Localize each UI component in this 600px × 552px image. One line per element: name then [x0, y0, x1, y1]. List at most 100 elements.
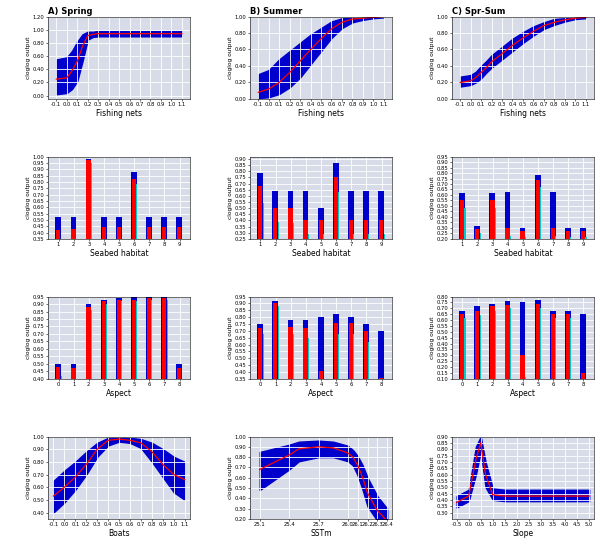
Bar: [536, 179, 540, 239]
Bar: [91, 163, 92, 239]
X-axis label: SSTm: SSTm: [310, 529, 332, 538]
Bar: [151, 239, 152, 282]
Bar: [287, 320, 293, 379]
Bar: [475, 311, 479, 379]
Y-axis label: cloglog output: cloglog output: [430, 36, 434, 79]
Bar: [535, 175, 541, 239]
Bar: [272, 191, 278, 239]
Bar: [257, 324, 263, 379]
Bar: [536, 304, 540, 379]
Bar: [86, 304, 91, 379]
Bar: [520, 228, 526, 239]
Bar: [490, 306, 494, 379]
Bar: [287, 191, 293, 239]
Bar: [147, 227, 151, 239]
Bar: [510, 309, 511, 379]
Bar: [333, 315, 339, 379]
Bar: [91, 310, 92, 379]
Bar: [540, 187, 541, 239]
Bar: [101, 301, 106, 379]
Bar: [136, 301, 137, 379]
Bar: [147, 298, 151, 379]
Bar: [257, 173, 263, 239]
X-axis label: Aspect: Aspect: [308, 390, 334, 399]
Text: A) Spring: A) Spring: [48, 7, 92, 16]
Bar: [566, 231, 570, 239]
Bar: [319, 220, 323, 239]
Bar: [581, 231, 585, 239]
Bar: [86, 160, 91, 239]
Bar: [308, 234, 309, 239]
Bar: [71, 364, 76, 379]
Bar: [136, 184, 137, 239]
Bar: [490, 193, 495, 239]
X-axis label: Fishing nets: Fishing nets: [298, 109, 344, 119]
Bar: [132, 300, 136, 379]
Bar: [162, 298, 166, 379]
Bar: [323, 379, 324, 406]
Bar: [586, 237, 587, 239]
Bar: [550, 311, 556, 379]
Bar: [580, 228, 586, 239]
Bar: [353, 234, 355, 239]
Bar: [323, 234, 324, 239]
Bar: [289, 327, 293, 379]
Bar: [258, 186, 262, 239]
Bar: [550, 192, 556, 239]
Bar: [368, 234, 370, 239]
Bar: [490, 200, 494, 239]
Bar: [535, 300, 541, 379]
Bar: [460, 200, 464, 239]
Bar: [334, 177, 338, 239]
Bar: [525, 237, 526, 239]
Y-axis label: cloglog output: cloglog output: [26, 457, 31, 499]
Bar: [116, 300, 121, 379]
Bar: [293, 333, 294, 379]
Bar: [479, 233, 481, 239]
Bar: [293, 223, 294, 239]
Bar: [520, 231, 525, 239]
Bar: [379, 220, 383, 239]
Bar: [383, 234, 385, 239]
Bar: [55, 364, 61, 379]
Bar: [86, 159, 91, 239]
Bar: [580, 314, 586, 379]
Bar: [116, 298, 122, 379]
Bar: [161, 296, 167, 379]
Bar: [490, 304, 495, 379]
Bar: [272, 301, 278, 379]
Bar: [348, 317, 354, 379]
Bar: [71, 217, 76, 239]
Bar: [304, 328, 308, 379]
Bar: [464, 318, 466, 379]
Bar: [161, 217, 167, 239]
Bar: [318, 208, 323, 239]
Bar: [61, 239, 62, 282]
Bar: [176, 217, 182, 239]
Bar: [303, 191, 308, 239]
Y-axis label: cloglog output: cloglog output: [430, 177, 434, 219]
Bar: [353, 333, 355, 379]
Bar: [363, 191, 369, 239]
Bar: [182, 239, 183, 282]
Bar: [566, 314, 570, 379]
Y-axis label: cloglog output: cloglog output: [227, 316, 233, 359]
Bar: [101, 217, 107, 239]
Bar: [464, 208, 466, 239]
Bar: [505, 305, 509, 379]
Y-axis label: cloglog output: cloglog output: [430, 316, 434, 359]
Bar: [146, 217, 152, 239]
Text: B) Summer: B) Summer: [250, 7, 302, 16]
Y-axis label: cloglog output: cloglog output: [26, 316, 31, 359]
Y-axis label: cloglog output: cloglog output: [430, 457, 434, 499]
Bar: [101, 300, 107, 379]
Y-axis label: cloglog output: cloglog output: [26, 36, 31, 79]
Bar: [304, 220, 308, 239]
Bar: [71, 368, 76, 379]
Bar: [383, 379, 385, 406]
Bar: [368, 342, 370, 379]
Bar: [459, 193, 465, 239]
Bar: [176, 364, 182, 379]
Bar: [162, 227, 166, 239]
Bar: [505, 192, 511, 239]
